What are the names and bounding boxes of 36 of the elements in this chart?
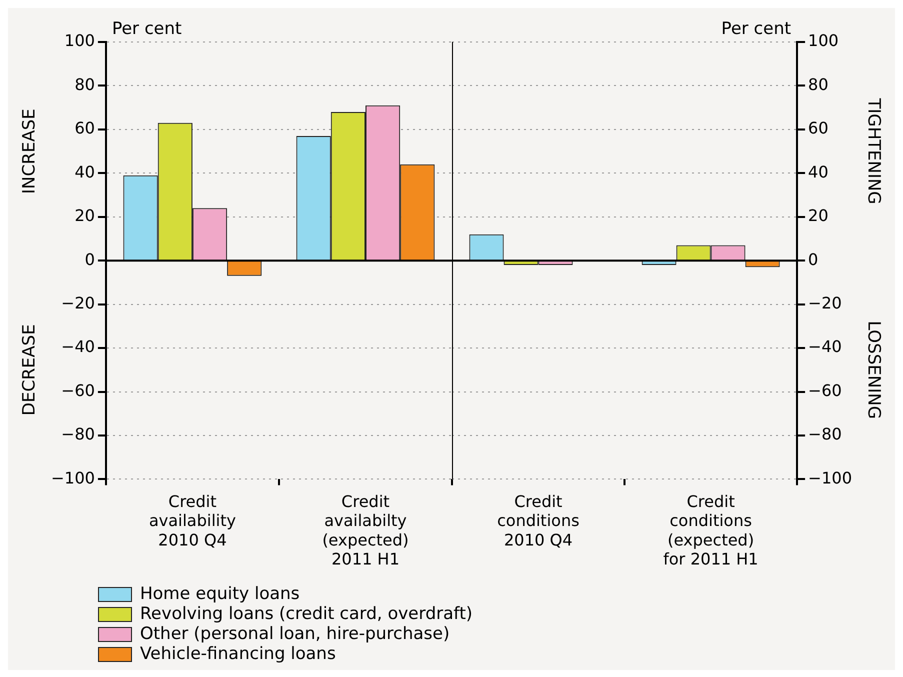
y2-tick-label: 0	[808, 250, 818, 269]
text: INCREASE	[19, 108, 40, 194]
y2-tick-label: −100	[808, 468, 852, 488]
text: LOSSENING	[864, 320, 884, 419]
y-tick-label: 40	[74, 162, 95, 182]
y2-axis-title: Per cent	[721, 18, 792, 39]
y2-tick-label: −60	[808, 380, 842, 400]
y-tick-label: −100	[50, 468, 95, 488]
legend-label: Vehicle-financing loans	[140, 644, 336, 664]
y2-tick-label: 80	[808, 74, 828, 94]
y2-tick-label: 20	[808, 206, 828, 226]
x-tick-label: Credit availabilty (expected) 2011 H1	[322, 492, 409, 569]
y-tick-label: 60	[74, 118, 95, 138]
y-tick-label: 100	[64, 31, 95, 50]
y-tick-label: 20	[74, 206, 95, 226]
y-tick-label: −80	[61, 424, 95, 444]
y-tick-label: −40	[61, 337, 95, 356]
y2-tick-label: 40	[808, 162, 828, 182]
y2-tick-label: 100	[808, 31, 839, 50]
y2-tick-label: −20	[808, 293, 842, 312]
legend-label: Home equity loans	[140, 584, 300, 604]
x-tick-label: Credit availability 2010 Q4	[148, 492, 236, 550]
y2-tick-label: −80	[808, 424, 842, 444]
y-axis-title: Per cent	[112, 18, 182, 39]
x-tick-label: Credit conditions (expected) for 2011 H1	[663, 492, 758, 569]
y-tick-label: −60	[61, 380, 95, 400]
y-tick-label: 80	[74, 74, 95, 94]
y-tick-label: 0	[84, 250, 95, 269]
text: TIGHTENING	[864, 97, 884, 204]
legend-label: Other (personal loan, hire-purchase)	[140, 624, 450, 644]
y-tick-label: −20	[61, 293, 95, 312]
y2-tick-label: 60	[808, 118, 828, 138]
y2-tick-label: −40	[808, 337, 842, 356]
legend-label: Revolving loans (credit card, overdraft)	[140, 604, 473, 624]
x-tick-label: Credit conditions 2010 Q4	[497, 492, 580, 550]
text: DECREASE	[19, 324, 40, 416]
